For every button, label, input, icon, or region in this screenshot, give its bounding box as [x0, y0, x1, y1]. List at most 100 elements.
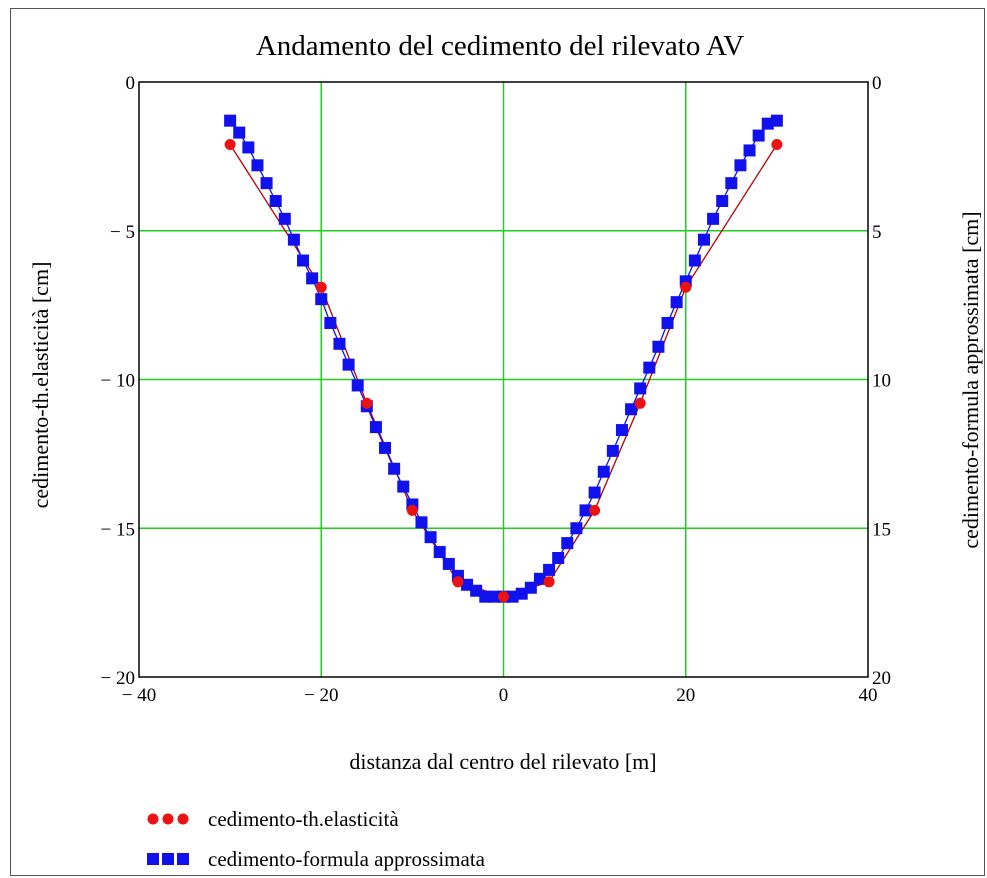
point-formula — [470, 584, 483, 597]
legend-marker-square — [162, 853, 174, 865]
point-formula — [369, 421, 382, 434]
point-elasticita — [498, 591, 509, 603]
point-formula — [433, 546, 446, 559]
point-formula — [415, 516, 428, 529]
y-tick-label-right: 0 — [872, 73, 882, 94]
x-tick-label: 40 — [859, 685, 878, 706]
point-formula — [716, 195, 729, 207]
point-formula — [324, 316, 337, 329]
point-elasticita — [406, 504, 418, 516]
point-elasticita — [634, 397, 646, 409]
point-formula — [260, 177, 273, 190]
point-formula — [479, 590, 492, 603]
point-formula — [333, 337, 346, 350]
point-elasticita — [361, 397, 373, 409]
point-formula — [543, 563, 556, 576]
y-tick-label-right: 5 — [872, 222, 882, 243]
point-formula — [533, 572, 546, 585]
point-formula — [752, 129, 765, 142]
y-tick-label-right: 10 — [872, 371, 891, 392]
y-axis-title-left: cedimento-th.elasticità [cm] — [28, 262, 53, 509]
point-elasticita — [771, 138, 783, 150]
point-formula — [224, 114, 237, 127]
legend-label-elasticita: cedimento-th.elasticità — [208, 807, 399, 831]
point-formula — [688, 254, 701, 267]
point-formula — [388, 462, 401, 475]
y-tick-label-left: − 5 — [110, 222, 135, 243]
point-formula — [242, 141, 255, 154]
legend-label-formula: cedimento-formula approssimata — [208, 847, 486, 871]
point-elasticita — [315, 281, 327, 293]
y-tick-label-left: − 10 — [101, 371, 135, 392]
grid — [139, 82, 868, 677]
point-formula — [606, 444, 619, 457]
point-formula — [579, 504, 592, 517]
point-formula — [661, 316, 674, 329]
data-markers — [224, 114, 783, 603]
point-formula — [315, 293, 328, 306]
point-formula — [652, 340, 665, 353]
point-formula — [552, 552, 565, 564]
y-tick-label-right: 15 — [872, 519, 891, 540]
legend-marker-circle — [147, 813, 159, 825]
legend-marker-square — [177, 853, 189, 865]
legend-swatch-red-circles — [147, 813, 189, 825]
point-formula — [506, 590, 519, 603]
point-formula — [725, 177, 738, 190]
point-formula — [342, 358, 355, 371]
plot-area — [138, 81, 869, 678]
point-formula — [643, 361, 656, 374]
y-tick-label-left: − 20 — [101, 668, 135, 689]
x-tick-label: − 40 — [122, 685, 156, 706]
point-formula — [379, 441, 392, 454]
point-formula — [615, 424, 628, 437]
point-elasticita — [224, 138, 236, 150]
point-formula — [743, 144, 756, 157]
point-formula — [670, 296, 683, 309]
chart-title: Andamento del cedimento del rilevato AV — [256, 30, 744, 62]
x-tick-label: 20 — [676, 685, 695, 706]
point-formula — [707, 212, 720, 225]
y-tick-label-left: 0 — [126, 73, 136, 94]
point-formula — [287, 233, 300, 246]
point-formula — [561, 537, 574, 550]
point-formula — [734, 159, 747, 172]
point-formula — [597, 465, 610, 478]
y-axis-title-right: cedimento-formula approssimata [cm] — [958, 211, 983, 548]
point-formula — [306, 272, 319, 285]
legend: cedimento-th.elasticità cedimento-formul… — [147, 807, 486, 871]
point-formula — [461, 578, 474, 591]
point-formula — [588, 486, 601, 499]
point-formula — [278, 212, 291, 225]
chart-frame — [10, 8, 985, 876]
legend-marker-square — [147, 853, 159, 865]
point-elasticita — [680, 281, 692, 293]
point-formula — [351, 379, 364, 392]
point-elasticita — [589, 504, 601, 516]
point-elasticita — [543, 576, 555, 588]
point-formula — [442, 557, 455, 570]
y-tick-label-left: − 15 — [101, 519, 135, 540]
point-formula — [251, 159, 264, 172]
legend-marker-circle — [177, 813, 189, 825]
point-formula — [634, 382, 647, 395]
point-formula — [488, 590, 501, 603]
x-axis-title: distanza dal centro del rilevato [m] — [349, 749, 656, 774]
point-formula — [233, 126, 246, 139]
x-tick-label: − 20 — [304, 685, 338, 706]
point-formula — [524, 581, 537, 594]
point-elasticita — [452, 576, 464, 588]
x-tick-label: 0 — [499, 685, 509, 706]
point-formula — [269, 195, 282, 207]
y-tick-label-right: 20 — [872, 668, 891, 689]
point-formula — [515, 587, 528, 600]
point-formula — [424, 531, 437, 544]
legend-marker-circle — [162, 813, 174, 825]
point-formula — [570, 522, 583, 535]
point-formula — [625, 403, 638, 416]
point-formula — [397, 480, 410, 493]
point-formula — [770, 114, 783, 127]
legend-swatch-blue-squares — [147, 853, 189, 865]
